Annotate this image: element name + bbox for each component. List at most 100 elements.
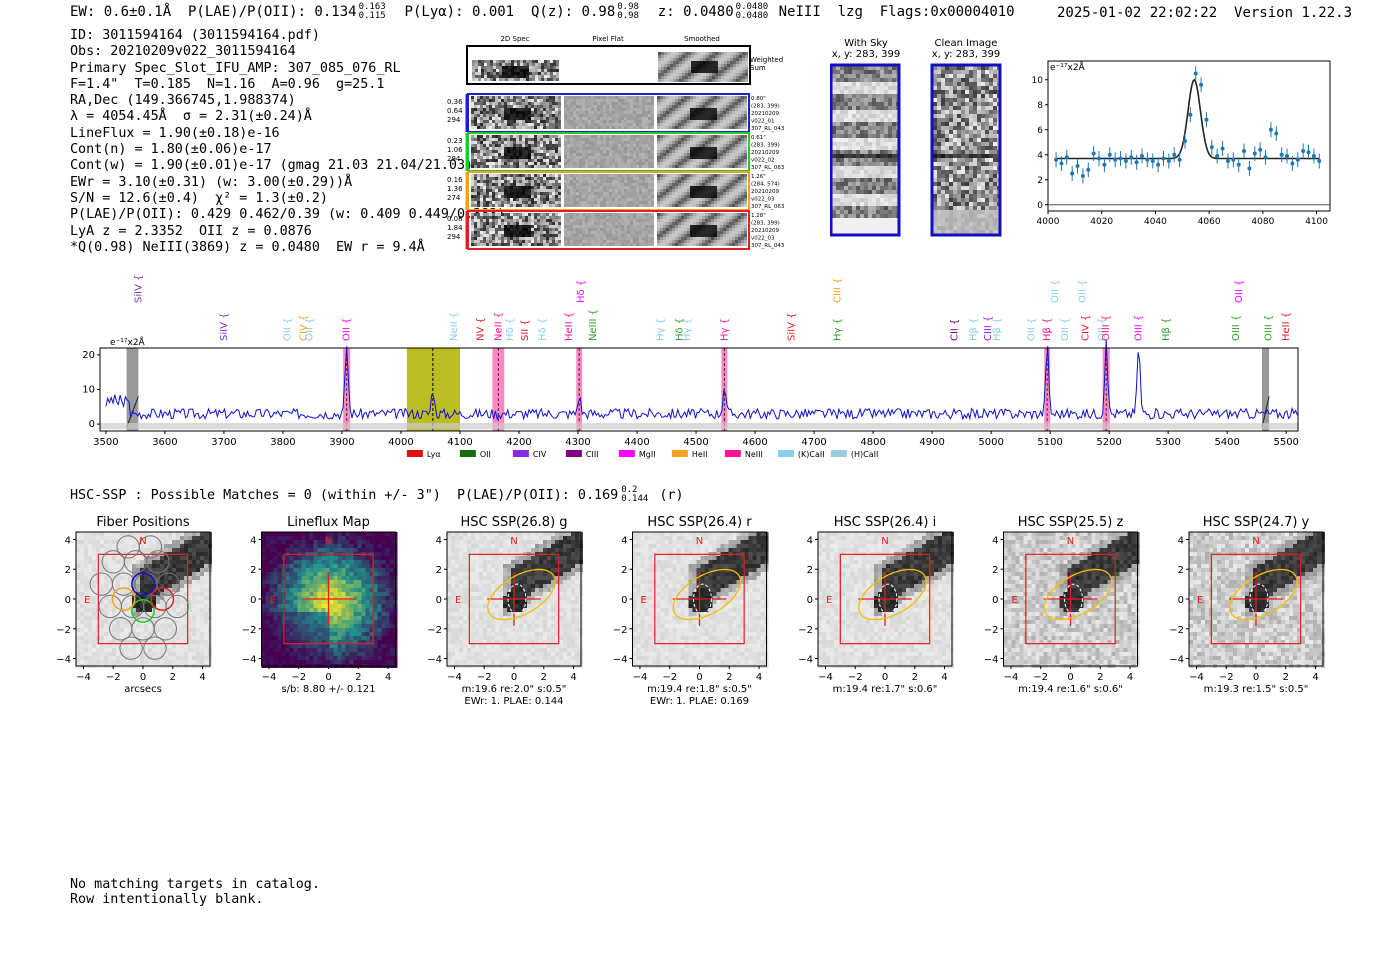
cutout-pixel xyxy=(555,195,558,198)
cutout-pixel xyxy=(570,141,573,144)
cutout-pixel xyxy=(738,180,741,183)
cutout-pixel xyxy=(669,216,672,219)
cutout-pixel xyxy=(729,102,732,105)
cutout-pixel xyxy=(537,195,540,198)
cutout-pixel xyxy=(717,201,720,204)
cutout-pixel xyxy=(685,73,688,76)
cutout-pixel xyxy=(531,222,534,225)
with-sky-coords: x, y: 283, 399 xyxy=(831,49,901,60)
cutout-pixel xyxy=(712,61,715,64)
cutout-pixel xyxy=(612,174,615,177)
cutout-pixel xyxy=(553,72,556,75)
cutout-pixel xyxy=(582,240,585,243)
cutout-pixel xyxy=(700,70,703,73)
cutout-pixel xyxy=(723,219,726,222)
cutout-pixel xyxy=(588,186,591,189)
cutout-pixel xyxy=(600,126,603,129)
cutout-pixel xyxy=(510,228,513,231)
sky-images xyxy=(830,63,1002,237)
cutout-pixel xyxy=(490,75,493,78)
cutout-pixel xyxy=(513,219,516,222)
cutout-pixel xyxy=(735,222,738,225)
sky-pixel xyxy=(884,98,888,102)
cutout-pixel xyxy=(543,183,546,186)
cutout-pixel xyxy=(651,153,654,156)
cutout-pixel xyxy=(651,201,654,204)
cutout-pixel xyxy=(525,108,528,111)
cutout-pixel xyxy=(657,102,660,105)
sky-pixel xyxy=(860,86,864,90)
cutout-pixel xyxy=(528,192,531,195)
cutout-pixel xyxy=(474,114,477,117)
cutout-pixel xyxy=(484,63,487,66)
cutout-pixel xyxy=(495,180,498,183)
cutout-pixel xyxy=(516,189,519,192)
cutout-pixel xyxy=(735,243,738,246)
cutout-pixel xyxy=(715,64,718,67)
cutout-pixel xyxy=(486,201,489,204)
cutout-pixel xyxy=(591,117,594,120)
cutout-pixel xyxy=(585,243,588,246)
cutout-pixel xyxy=(477,213,480,216)
cutout-pixel xyxy=(681,141,684,144)
cutout-pixel xyxy=(693,174,696,177)
cutout-pixel xyxy=(526,78,529,81)
cutout-pixel xyxy=(495,150,498,153)
cutout-pixel xyxy=(723,174,726,177)
sky-pixel xyxy=(880,70,884,74)
cutout-pixel xyxy=(471,183,474,186)
cutout-pixel xyxy=(708,117,711,120)
cutout-pixel xyxy=(624,219,627,222)
cutout-pixel xyxy=(507,123,510,126)
cutout-pixel xyxy=(588,159,591,162)
cutout-pixel xyxy=(727,79,730,82)
cutout-pixel xyxy=(687,204,690,207)
cutout-pixel xyxy=(522,204,525,207)
cutout-pixel xyxy=(675,120,678,123)
cutout-pixel xyxy=(585,141,588,144)
cutout-pixel xyxy=(735,120,738,123)
sky-pixel xyxy=(836,78,840,82)
cutout-pixel xyxy=(510,189,513,192)
cutout-pixel xyxy=(564,222,567,225)
cutout-pixel xyxy=(705,138,708,141)
cutout-pixel xyxy=(624,138,627,141)
cutout-pixel xyxy=(639,105,642,108)
cutout-pixel xyxy=(696,228,699,231)
sky-pixel xyxy=(872,134,876,138)
cutout-pixel xyxy=(630,243,633,246)
sky-pixel xyxy=(888,118,892,122)
cutout-pixel xyxy=(642,189,645,192)
cutout-pixel xyxy=(690,216,693,219)
cutout-pixel xyxy=(699,114,702,117)
sky-pixel xyxy=(868,126,872,130)
cutout-pixel xyxy=(711,216,714,219)
cutout-pixel xyxy=(483,201,486,204)
cutout-pixel xyxy=(705,177,708,180)
cutout-pixel xyxy=(543,243,546,246)
cutout-pixel xyxy=(678,225,681,228)
cutout-row-stat: 0.36 xyxy=(447,98,463,106)
cutout-pixel xyxy=(744,234,747,237)
sky-pixel xyxy=(872,74,876,78)
cutout-pixel xyxy=(684,189,687,192)
cutout-pixel xyxy=(567,96,570,99)
cutout-pixel xyxy=(576,123,579,126)
cutout-pixel xyxy=(691,79,694,82)
cutout-pixel xyxy=(744,120,747,123)
cutout-pixel xyxy=(474,150,477,153)
cutout-pixel xyxy=(661,61,664,64)
cutout-pixel xyxy=(582,204,585,207)
cutout-pixel xyxy=(513,195,516,198)
cutout-pixel xyxy=(615,201,618,204)
cutout-pixel xyxy=(535,63,538,66)
cutout-pixel xyxy=(471,216,474,219)
cutout-pixel xyxy=(723,192,726,195)
cutout-pixel xyxy=(639,243,642,246)
cutout-pixel xyxy=(720,138,723,141)
cutout-pixel xyxy=(606,201,609,204)
cutout-pixel xyxy=(627,219,630,222)
sky-pixel xyxy=(836,110,840,114)
cutout-pixel xyxy=(474,159,477,162)
cutout-pixel xyxy=(723,234,726,237)
